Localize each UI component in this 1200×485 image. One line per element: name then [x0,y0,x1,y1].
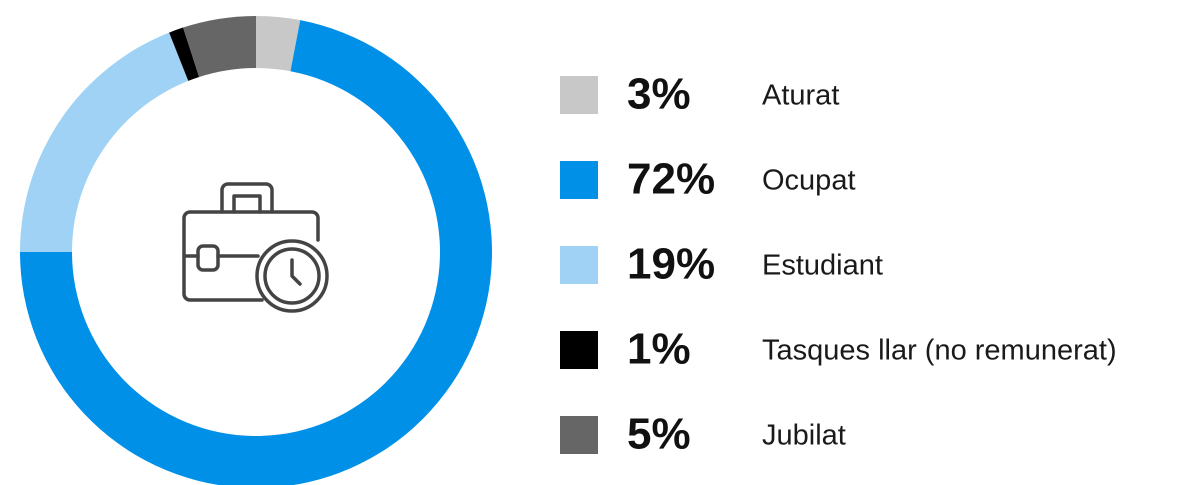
legend-value: 3% [627,70,691,119]
legend-value: 5% [627,410,691,459]
donut-slice [20,32,189,252]
legend-value: 1% [627,325,691,374]
legend-swatch [560,161,598,199]
legend-label: Estudiant [762,250,883,282]
legend-label: Aturat [762,80,839,112]
legend-label: Ocupat [762,165,856,197]
legend-value: 72% [627,155,715,204]
donut-slice [183,16,256,78]
donut-slice [169,27,200,81]
legend-value: 19% [627,240,715,289]
legend-label: Jubilat [762,420,846,452]
legend-swatch [560,416,598,454]
donut-slice [256,16,301,72]
legend-label: Tasques llar (no remunerat) [762,335,1117,367]
legend-swatch [560,246,598,284]
legend-swatch [560,76,598,114]
legend-swatch [560,331,598,369]
briefcase-clock-icon [182,182,329,313]
